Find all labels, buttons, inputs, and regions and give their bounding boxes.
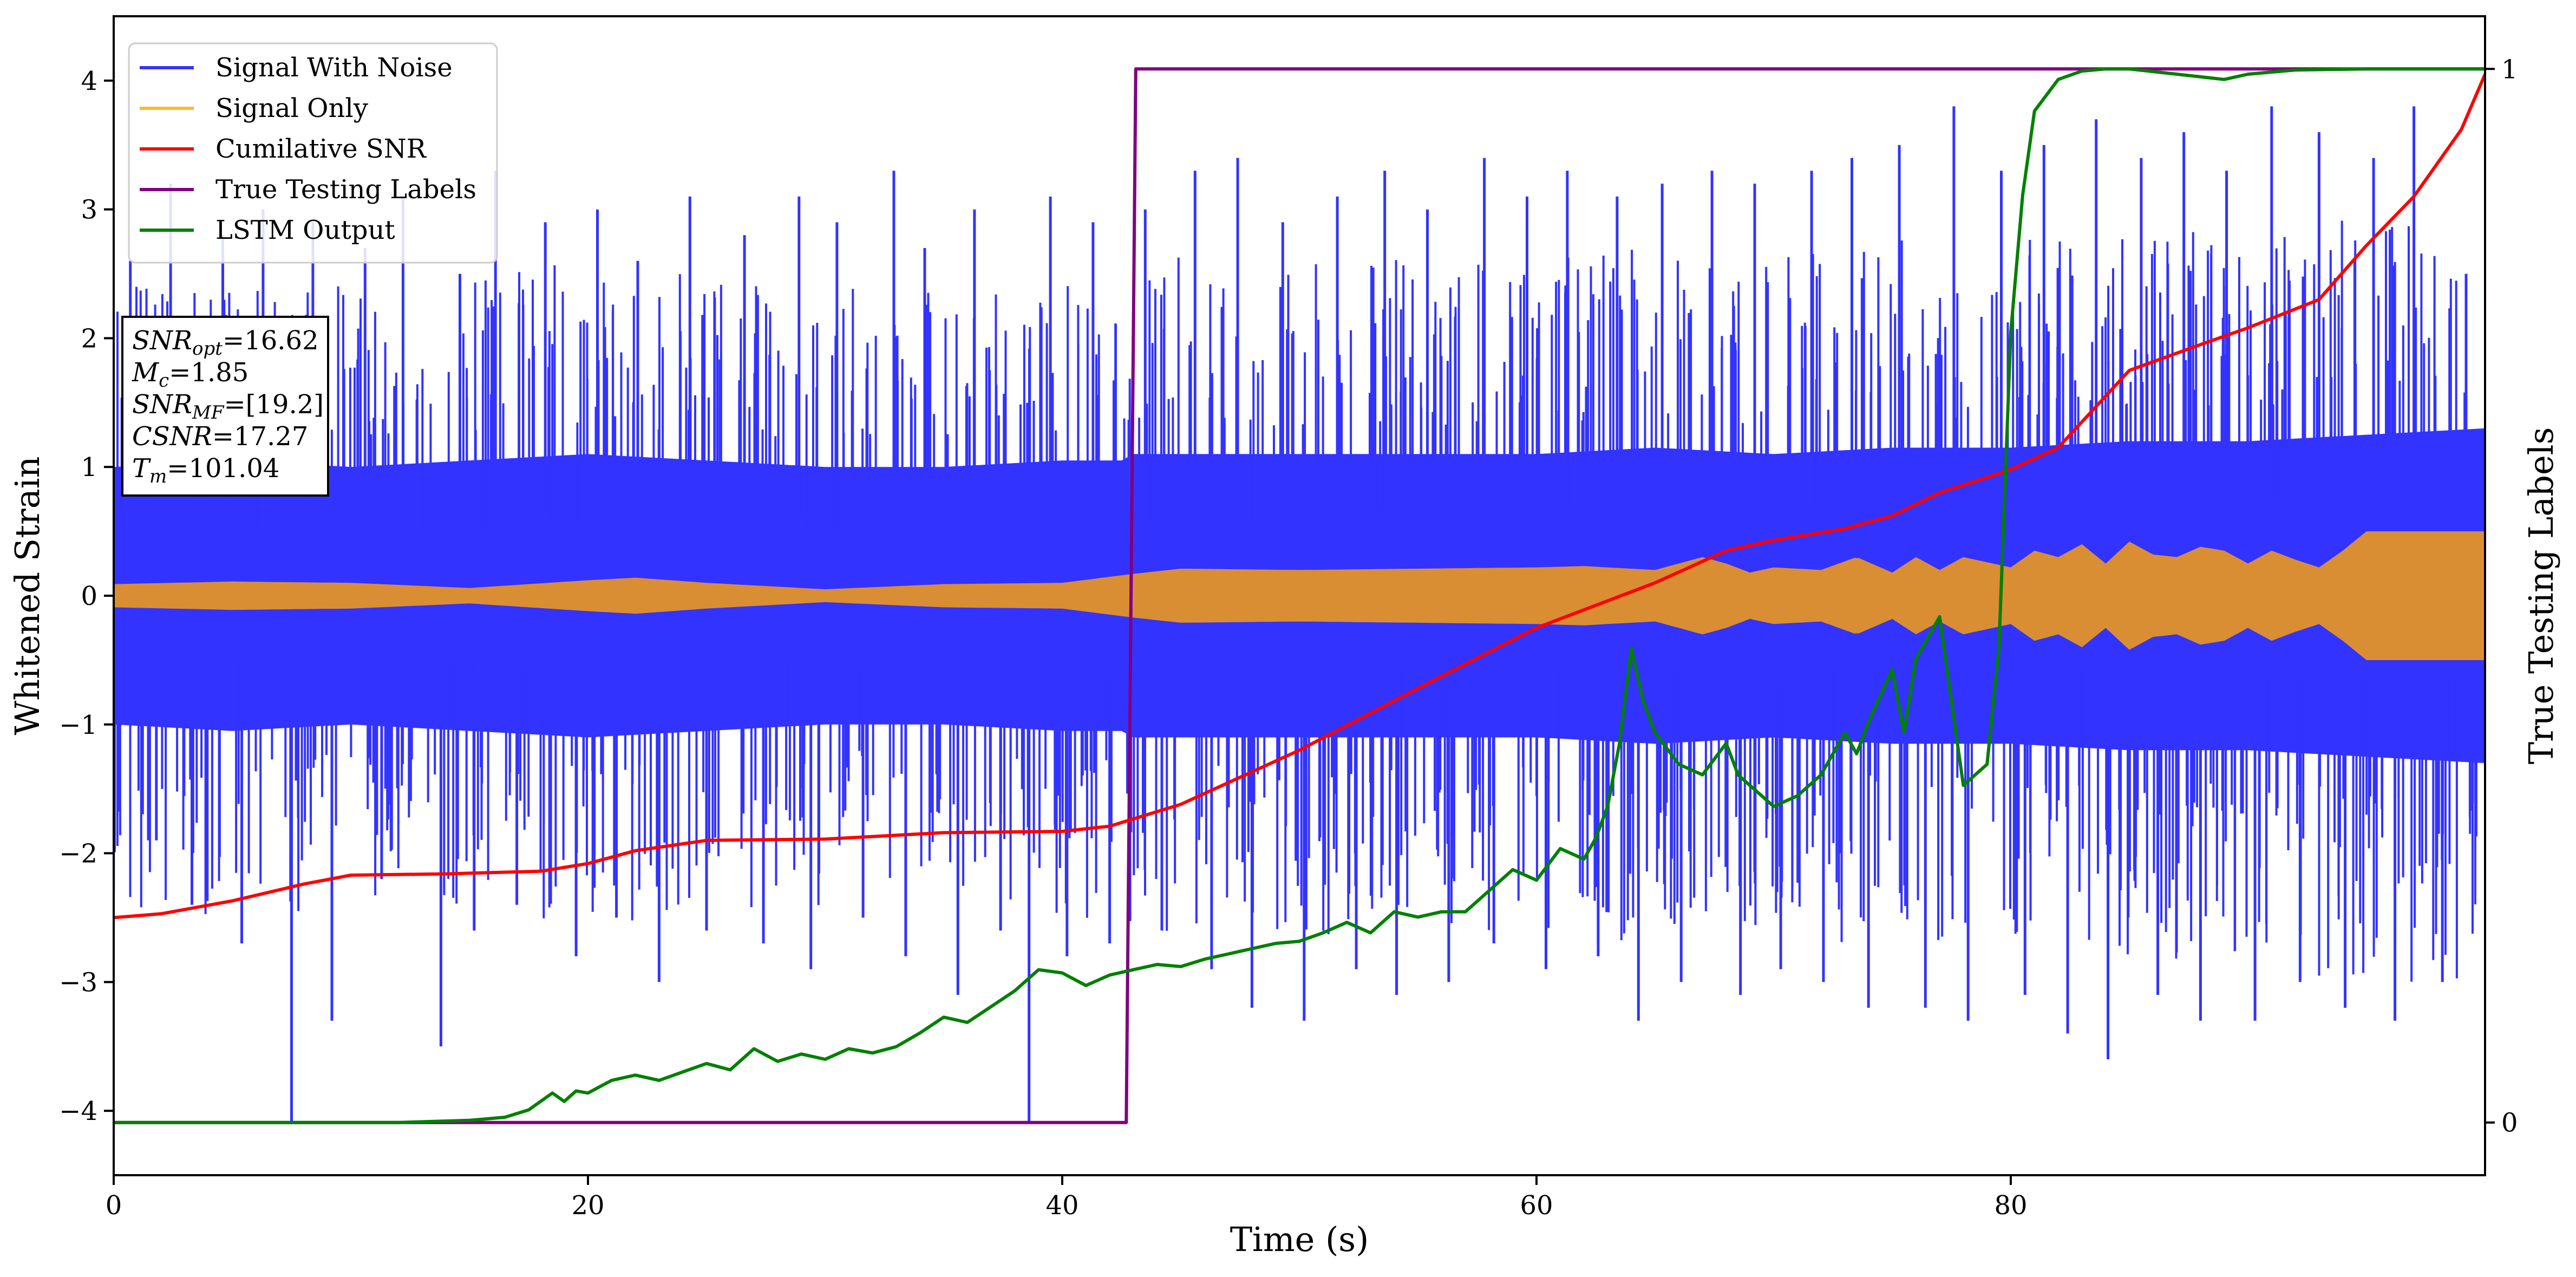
annotation-subscript: MF [192,402,225,424]
annotation-line: SNRopt=16.62 [132,325,319,360]
parameter-annotation-box: SNRopt=16.62Mc=1.85SNRMF=[19.2]CSNR=17.2… [121,316,329,497]
annotation-subscript: m [149,466,167,487]
annotation-value: =[19.2] [224,389,324,420]
annotation-value: =16.62 [223,325,319,356]
y-tick-label: −1 [59,710,97,740]
y-axis-right-title: True Testing Labels [2521,427,2561,765]
y-tick-label: 3 [81,195,97,225]
annotation-subscript: c [159,370,169,392]
x-axis: 0 20 40 60 80 [106,1175,2028,1221]
y-axis-title: Whitened Strain [8,457,47,735]
y-axis-right: 01 [2485,54,2518,1138]
annotation-symbol: SNR [132,325,192,356]
y-tick-label: 0 [81,581,97,611]
cumilative-snr-line [114,73,2485,920]
signal-only-envelope [114,531,2485,660]
y-tick-label: −4 [59,1096,97,1126]
line-series-group [114,67,2485,1124]
annotation-line: CSNR=17.27 [132,421,308,452]
x-tick-label: 40 [1045,1190,1078,1221]
annotation-symbol: SNR [132,389,192,420]
y-tick-label: 1 [81,452,97,483]
x-tick-label: 60 [1520,1190,1553,1221]
legend-label: Signal Only [215,93,368,123]
annotation-line: Tm=101.04 [132,453,279,487]
legend-label: Signal With Noise [215,53,453,83]
legend-box [128,42,498,264]
annotation-value: =1.85 [169,357,249,388]
legend-label: Cumilative SNR [215,134,427,164]
y-tick-label: 2 [81,323,97,354]
annotation-frame [121,316,329,497]
annotation-line: SNRMF=[19.2] [132,389,324,424]
annotation-symbol: CSNR [132,421,212,452]
x-tick-label: 0 [106,1190,122,1221]
x-axis-title: Time (s) [1230,1220,1369,1259]
legend-label: True Testing Labels [215,174,476,205]
annotation-line: Mc=1.85 [132,357,249,392]
legend: Signal With Noise Signal Only Cumilative S… [128,42,498,264]
annotation-value: =17.27 [212,421,309,452]
y-right-tick-label: 1 [2501,54,2518,84]
annotation-subscript: opt [192,338,223,360]
lstm-output-line [114,67,2485,1124]
annotation-value: =101.04 [167,453,279,484]
y-tick-label: −3 [59,967,97,998]
true-testing-labels-line [114,67,2485,1124]
y-tick-label: 4 [81,66,97,96]
x-tick-label: 20 [571,1190,604,1221]
annotation-symbol: M [132,357,160,388]
y-tick-label: −2 [59,839,97,869]
legend-label: LSTM Output [215,215,395,245]
y-right-tick-label: 0 [2501,1108,2518,1138]
x-tick-label: 80 [1994,1190,2027,1221]
signal-only-series [114,531,2485,660]
y-axis-left: −4 −3 −2 −1 0 1 2 3 4 [59,66,114,1126]
annotation-symbol: T [132,453,151,484]
